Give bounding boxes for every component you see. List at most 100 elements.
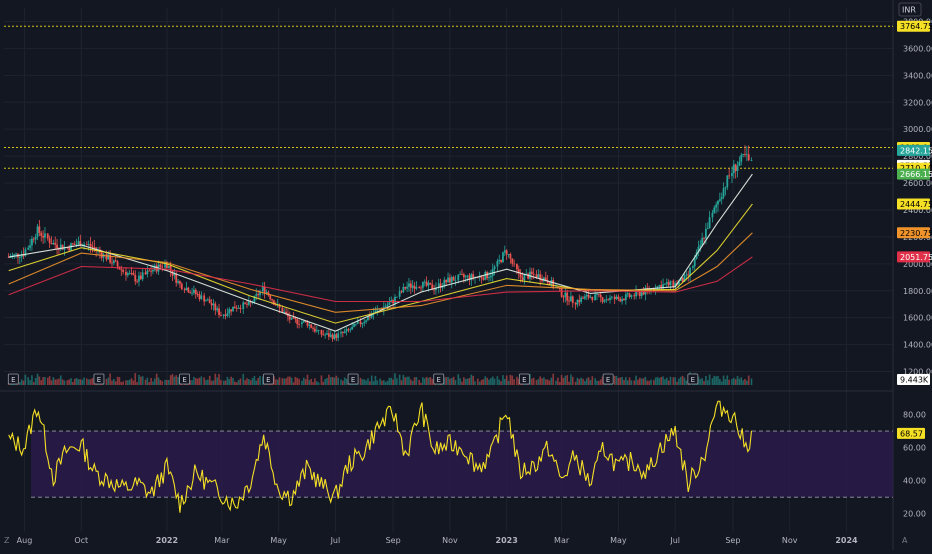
volume-bar: [322, 381, 325, 385]
volume-bar: [516, 376, 518, 385]
candle-body: [435, 287, 437, 291]
price-tag-box: [897, 20, 930, 32]
volume-bar: [423, 378, 426, 385]
volume-bar: [34, 378, 37, 385]
volume-bar: [713, 375, 716, 385]
volume-bar: [367, 378, 369, 385]
candle-body: [173, 273, 176, 276]
volume-bar: [747, 375, 750, 385]
volume-bar: [443, 377, 446, 385]
auto-scale-icon: A: [902, 536, 908, 545]
volume-bar: [679, 376, 682, 385]
candle-body: [341, 332, 344, 334]
volume-bar: [38, 376, 41, 385]
volume-bar: [308, 380, 311, 385]
candle-body: [454, 280, 457, 282]
volume-bar: [447, 377, 449, 385]
candle-body: [351, 326, 354, 330]
price-tick-label: 2400.00: [903, 206, 932, 215]
volume-bar: [275, 379, 277, 385]
volume-bar: [496, 376, 499, 385]
volume-bar: [75, 378, 78, 385]
candle-body: [183, 289, 186, 291]
volume-bar: [531, 378, 533, 385]
volume-bar: [105, 379, 108, 385]
candle-body: [363, 321, 366, 323]
candle-body: [635, 290, 637, 297]
candle-body: [81, 245, 84, 247]
time-tick-label: May: [270, 536, 287, 545]
volume-bar: [667, 380, 670, 385]
volume-bar: [306, 374, 309, 385]
volume-bar: [541, 378, 543, 385]
volume-bar: [63, 380, 66, 385]
candle-body: [450, 277, 453, 283]
volume-bar: [617, 378, 620, 385]
candle-body: [228, 309, 231, 314]
candle-body: [566, 292, 569, 301]
candle-body: [695, 252, 698, 259]
volume-bar: [205, 380, 207, 385]
volume-bar: [615, 375, 618, 385]
volume-bar: [234, 381, 236, 385]
volume-bar: [571, 376, 574, 385]
candle-body: [335, 334, 338, 338]
candle-body: [370, 314, 373, 318]
earnings-marker-box: [93, 373, 105, 385]
candle-body: [388, 302, 391, 305]
candle-body: [138, 275, 140, 282]
candle-body: [322, 334, 325, 336]
volume-bar: [619, 377, 622, 385]
volume-bar: [326, 377, 328, 385]
volume-bar: [230, 376, 232, 385]
candle-body: [502, 252, 504, 263]
volume-bar: [560, 374, 563, 385]
volume-bar: [89, 379, 92, 385]
volume-bar: [70, 378, 72, 385]
volume-bar: [402, 374, 405, 385]
volume-bar: [532, 377, 535, 385]
volume-tag-box: [897, 374, 930, 385]
candle-body: [343, 331, 346, 334]
volume-bar: [468, 378, 471, 385]
earnings-marker-box: [687, 373, 699, 385]
time-tick-label: Mar: [554, 536, 570, 545]
candle-body: [422, 281, 424, 288]
candle-body: [253, 295, 256, 303]
currency-label: INR: [902, 6, 916, 15]
volume-bar: [411, 380, 414, 385]
volume-bar: [396, 378, 398, 385]
candle-body: [24, 249, 27, 256]
volume-bar: [226, 376, 229, 385]
volume-bar: [337, 377, 339, 385]
candle-body: [664, 283, 666, 285]
volume-bar: [662, 376, 664, 385]
volume-bar: [276, 379, 279, 385]
volume-bar: [578, 378, 581, 385]
volume-bar: [566, 375, 568, 385]
time-tick-label: Oct: [74, 536, 88, 545]
volume-bar: [91, 378, 94, 385]
candle-body: [281, 307, 284, 313]
volume-bar: [415, 377, 418, 385]
volume-bar: [220, 379, 222, 385]
volume-bar: [422, 377, 424, 385]
candle-body: [365, 320, 368, 322]
time-tick-label: Jul: [669, 536, 680, 545]
candle-body: [288, 316, 291, 320]
volume-bar: [22, 380, 25, 385]
volume-bar: [27, 377, 30, 385]
volume-bar: [136, 382, 138, 385]
volume-bar: [500, 381, 502, 385]
volume-bar: [302, 377, 305, 385]
candle-body: [191, 292, 193, 294]
candle-body: [71, 243, 74, 245]
rsi-tick-label: 20.00: [903, 510, 926, 519]
volume-bar: [150, 377, 152, 385]
candle-body: [744, 154, 746, 155]
candle-body: [498, 259, 501, 262]
volume-bar: [678, 378, 680, 385]
candle-body: [685, 274, 688, 276]
candle-body: [196, 294, 199, 295]
candle-body: [443, 279, 446, 287]
